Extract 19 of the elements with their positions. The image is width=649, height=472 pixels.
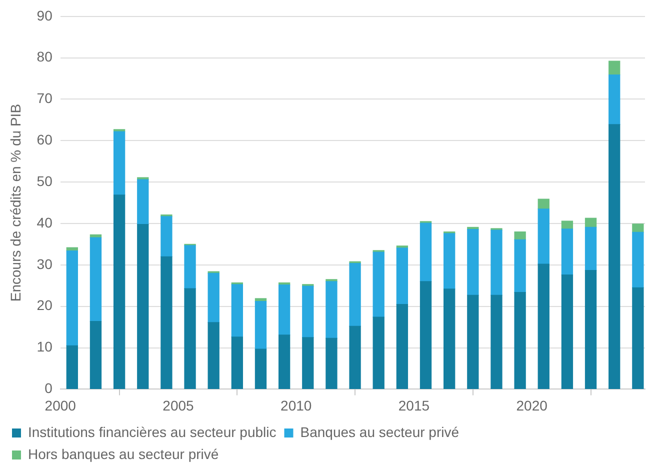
x-tick-label: 2015	[398, 397, 430, 414]
legend-label: Institutions financières au secteur public	[28, 424, 276, 440]
y-tick-label: 30	[36, 256, 53, 272]
y-tick-label: 80	[36, 48, 53, 65]
legend-label: Banques au secteur privé	[300, 424, 460, 440]
y-tick-label: 60	[36, 132, 53, 148]
y-tick-label: 20	[36, 297, 53, 314]
x-tick-label: 2010	[280, 397, 312, 414]
x-tick-label: 2000	[44, 397, 76, 414]
x-tick-label: 2005	[162, 397, 194, 414]
y-axis-title: Encours de crédits en % du PIB	[7, 104, 24, 302]
x-tick-label: 2020	[516, 397, 548, 414]
y-tick-label: 90	[36, 7, 53, 24]
y-tick-label: 50	[36, 172, 53, 189]
y-tick-label: 40	[36, 214, 53, 230]
legend-label: Hors banques au secteur privé	[28, 446, 219, 462]
y-tick-label: 70	[36, 90, 53, 106]
y-tick-label: 10	[36, 338, 53, 355]
y-tick-label: 0	[44, 380, 53, 396]
